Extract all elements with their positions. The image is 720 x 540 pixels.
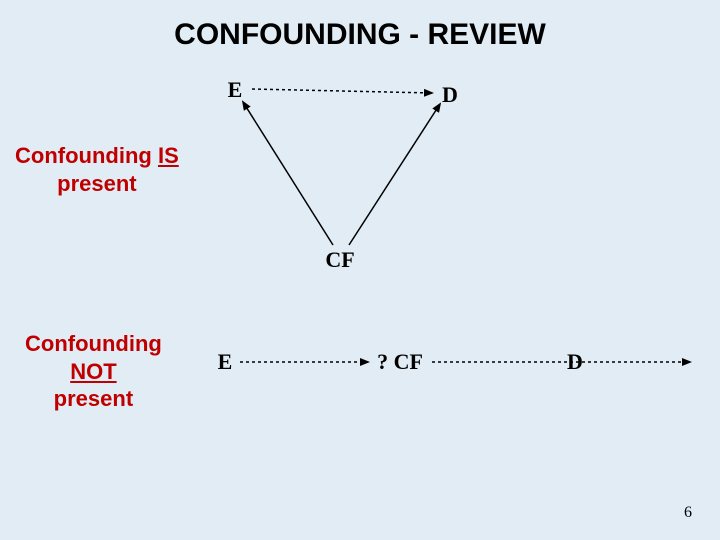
- caption-text: Confounding: [15, 143, 158, 168]
- caption-underline: NOT: [70, 359, 116, 384]
- arrow-layer: [0, 0, 720, 540]
- node-cf-1: CF: [325, 247, 354, 273]
- caption-is-present: Confounding IS present: [15, 142, 179, 197]
- node-e-1: E: [228, 77, 243, 103]
- caption-not-present: Confounding NOT present: [25, 330, 162, 413]
- caption-text: Confounding: [25, 331, 162, 356]
- node-e-2: E: [218, 349, 233, 375]
- caption-text: present: [57, 171, 136, 196]
- node-qcf-2: ? CF: [377, 349, 423, 375]
- caption-underline: IS: [158, 143, 179, 168]
- page-number: 6: [684, 504, 692, 522]
- node-d-1: D: [442, 82, 458, 108]
- node-d-2: D: [567, 349, 583, 375]
- page-title: CONFOUNDING - REVIEW: [174, 18, 546, 52]
- caption-text: present: [54, 386, 133, 411]
